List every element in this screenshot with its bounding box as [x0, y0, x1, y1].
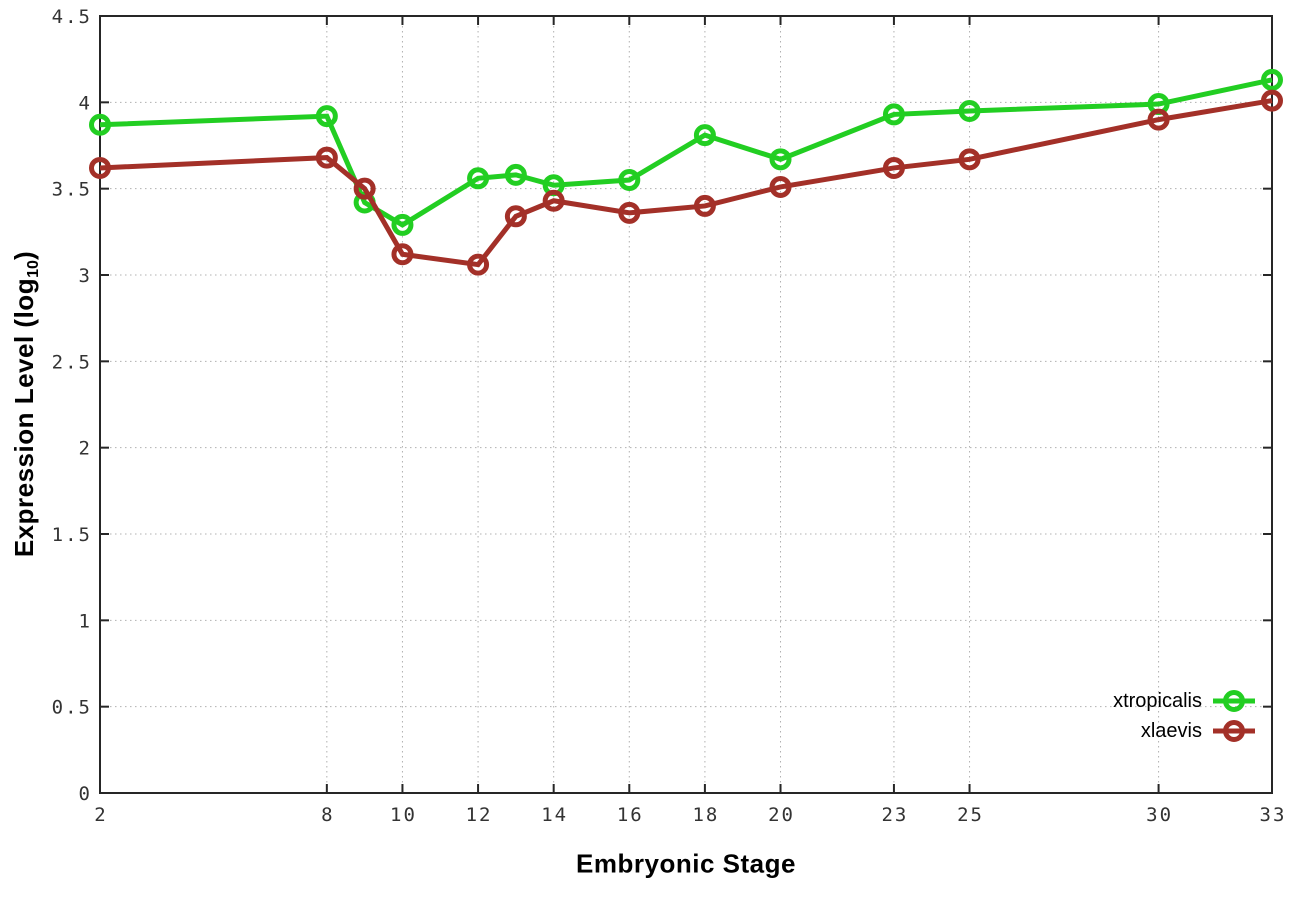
y-tick-label: 4 — [79, 92, 92, 114]
data-point-xlaevis — [1147, 108, 1170, 131]
data-point-xlaevis — [618, 201, 641, 224]
y-tick-label: 1.5 — [52, 524, 92, 546]
legend: xtropicalis xlaevis — [1113, 686, 1256, 746]
x-tick-label: 8 — [321, 804, 334, 826]
x-axis-label: Embryonic Stage — [576, 848, 796, 879]
data-point-xtropicalis — [315, 105, 338, 128]
data-point-xtropicalis — [391, 213, 414, 236]
y-tick-label: 2.5 — [52, 351, 92, 373]
y-tick-label: 2 — [79, 438, 92, 460]
x-tick-label: 14 — [541, 804, 568, 826]
x-tick-label: 10 — [390, 804, 417, 826]
data-point-xtropicalis — [693, 124, 716, 147]
legend-row-xtropicalis: xtropicalis — [1113, 686, 1256, 716]
data-point-xlaevis — [958, 148, 981, 171]
data-point-xlaevis — [89, 156, 111, 179]
y-axis-label-main: Expression Level (log — [9, 277, 40, 558]
x-tick-label: 20 — [768, 804, 795, 826]
data-point-xtropicalis — [618, 169, 641, 192]
y-tick-label: 3.5 — [52, 179, 92, 201]
x-tick-label: 2 — [94, 804, 107, 826]
data-point-xtropicalis — [467, 167, 490, 190]
data-point-xlaevis — [1261, 89, 1283, 112]
legend-line-marker-icon — [1213, 720, 1255, 742]
data-point-xlaevis — [542, 189, 565, 212]
data-point-xlaevis — [315, 146, 338, 169]
data-point-xtropicalis — [958, 99, 981, 122]
y-tick-label: 4.5 — [52, 6, 92, 28]
x-tick-label: 25 — [957, 804, 984, 826]
data-point-xlaevis — [882, 156, 905, 179]
legend-label-xlaevis: xlaevis — [1140, 719, 1202, 742]
x-tick-label: 16 — [617, 804, 644, 826]
data-point-xtropicalis — [1261, 68, 1283, 91]
legend-row-xlaevis: xlaevis — [1113, 716, 1256, 746]
data-point-xlaevis — [353, 177, 376, 200]
data-point-xlaevis — [504, 205, 527, 228]
x-tick-label: 12 — [466, 804, 493, 826]
data-point-xlaevis — [467, 253, 490, 276]
y-tick-label: 1 — [79, 610, 92, 632]
data-point-xtropicalis — [89, 113, 111, 136]
series-line-xlaevis — [99, 98, 1273, 268]
plot-border — [99, 15, 1273, 794]
y-axis-label-subscript: 10 — [23, 260, 42, 278]
x-tick-label: 23 — [881, 804, 908, 826]
x-tick-label: 18 — [692, 804, 719, 826]
y-tick-label: 0 — [79, 783, 92, 805]
data-point-xtropicalis — [882, 103, 905, 126]
data-point-xlaevis — [693, 194, 716, 217]
x-tick-label: 30 — [1146, 804, 1173, 826]
y-axis-label-close: ) — [9, 250, 40, 260]
data-point-xlaevis — [391, 243, 414, 266]
x-tick-label: 33 — [1260, 804, 1287, 826]
y-tick-label: 0.5 — [52, 697, 92, 719]
y-tick-label: 3 — [79, 265, 92, 287]
data-point-xtropicalis — [504, 163, 527, 186]
data-point-xtropicalis — [769, 148, 792, 171]
legend-line-marker-icon — [1213, 690, 1255, 712]
legend-label-xtropicalis: xtropicalis — [1113, 689, 1202, 712]
series-line-xtropicalis — [99, 77, 1273, 228]
y-axis-label: Expression Level (log10) — [9, 251, 43, 557]
data-point-xlaevis — [769, 175, 792, 198]
